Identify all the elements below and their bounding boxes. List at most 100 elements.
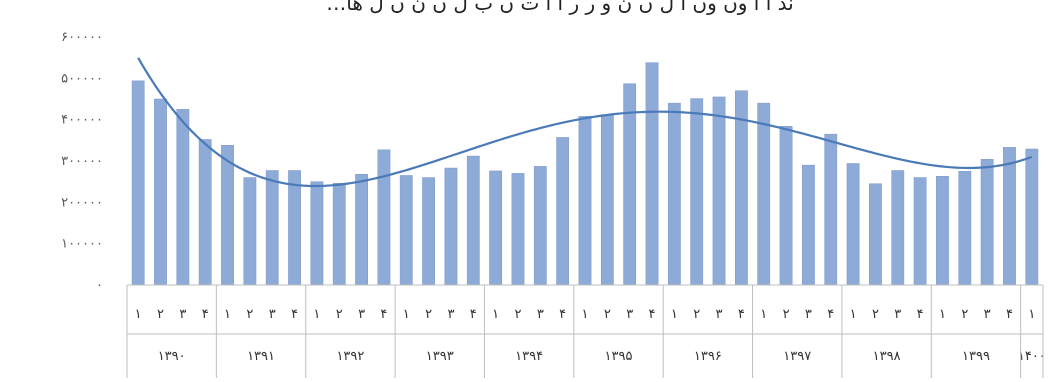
bar <box>802 164 815 286</box>
quarter-tick-label: ۴ <box>470 307 477 322</box>
quarter-tick-label: ۱ <box>313 307 320 322</box>
year-tick-label: ۱۴۰۰ <box>1018 349 1046 364</box>
quarter-tick-label: ۳ <box>269 307 276 322</box>
quarter-tick-label: ۲ <box>961 307 968 322</box>
quarter-tick-label: ۳ <box>358 307 365 322</box>
quarter-tick-label: ۳ <box>894 307 901 322</box>
chart-title: …ند ا ا وں وں ا ل ں ن و ر ر ا ا ت ں ب ل … <box>326 0 793 15</box>
quarter-tick-label: ۳ <box>626 307 633 322</box>
year-tick-label: ۱۳۹۴ <box>515 349 543 364</box>
year-tick-label: ۱۳۹۵ <box>605 349 633 364</box>
year-tick-label: ۱۳۹۶ <box>694 349 722 364</box>
quarter-tick-label: ۲ <box>693 307 700 322</box>
bar <box>578 116 592 286</box>
quarter-tick-label: ۴ <box>917 307 924 322</box>
bars <box>131 62 1039 286</box>
quarter-tick-label: ۲ <box>604 307 611 322</box>
quarter-tick-label: ۴ <box>380 307 387 322</box>
bar <box>422 177 436 286</box>
quarter-tick-label: ۱ <box>760 307 767 322</box>
quarter-tick-label: ۱ <box>850 307 857 322</box>
quarter-tick-label: ۲ <box>336 307 343 322</box>
bar <box>779 126 793 286</box>
quarter-tick-label: ۳ <box>805 307 812 322</box>
quarter-tick-label: ۳ <box>716 307 723 322</box>
quarter-tick-label: ۱ <box>135 307 142 322</box>
bar <box>310 181 324 286</box>
bar <box>466 155 480 286</box>
bar <box>980 159 994 286</box>
quarter-tick-label: ۱ <box>1028 307 1035 322</box>
quarter-tick-label: ۱ <box>492 307 499 322</box>
bar <box>1003 147 1016 286</box>
quarter-tick-label: ۲ <box>157 307 164 322</box>
quarter-tick-label: ۱ <box>582 307 589 322</box>
quarter-tick-label: ۲ <box>246 307 253 322</box>
y-tick-label: ۰ <box>96 278 103 293</box>
year-tick-label: ۱۳۹۲ <box>336 349 364 364</box>
bar <box>556 137 570 286</box>
y-tick-label: ۵۰۰۰۰۰ <box>61 71 103 86</box>
bar <box>958 171 972 286</box>
bar <box>600 114 614 286</box>
bar <box>377 149 391 286</box>
year-tick-label: ۱۳۹۳ <box>426 349 454 364</box>
quarter-tick-label: ۱ <box>671 307 678 322</box>
quarter-tick-label: ۲ <box>514 307 521 322</box>
y-axis: ۰ ۱۰۰۰۰۰ ۲۰۰۰۰۰ ۳۰۰۰۰۰ ۴۰۰۰۰۰ ۵۰۰۰۰۰ ۶۰۰۰۰۰ <box>61 30 103 293</box>
bar <box>891 170 905 286</box>
quarter-tick-label: ۲ <box>783 307 790 322</box>
bar <box>489 170 503 286</box>
bar <box>824 133 838 286</box>
bar <box>355 173 368 286</box>
quarter-tick-label: ۳ <box>537 307 544 322</box>
bar <box>176 109 190 286</box>
quarter-tick-label: ۴ <box>738 307 745 322</box>
trendline <box>137 57 1033 188</box>
bar <box>131 80 145 286</box>
quarter-tick-label: ۲ <box>872 307 879 322</box>
bar <box>288 170 301 286</box>
bar <box>757 102 771 286</box>
bar <box>869 183 882 286</box>
bar <box>690 98 704 286</box>
year-tick-label: ۱۳۹۱ <box>247 349 275 364</box>
quarter-tick-label: ۴ <box>1006 307 1013 322</box>
quarter-tick-label: ۱ <box>403 307 410 322</box>
y-tick-label: ۴۰۰۰۰۰ <box>61 113 103 128</box>
bar <box>399 175 413 286</box>
quarter-tick-label: ۴ <box>202 307 209 322</box>
bar <box>243 177 257 286</box>
bar <box>712 96 726 286</box>
bar <box>332 183 346 286</box>
bar <box>265 170 279 286</box>
bar <box>154 98 167 286</box>
quarter-tick-label: ۴ <box>827 307 834 322</box>
year-tick-label: ۱۳۹۷ <box>783 349 811 364</box>
bar <box>667 102 681 286</box>
quarter-tick-label: ۳ <box>984 307 991 322</box>
y-tick-label: ۲۰۰۰۰۰ <box>61 195 103 210</box>
quarter-tick-label: ۳ <box>179 307 186 322</box>
quarter-tick-label: ۴ <box>559 307 566 322</box>
bar <box>533 166 547 286</box>
quarter-tick-label: ۳ <box>447 307 454 322</box>
y-tick-label: ۱۰۰۰۰۰ <box>61 237 103 252</box>
bar <box>511 173 525 286</box>
quarter-tick-label: ۴ <box>649 307 656 322</box>
year-tick-label: ۱۳۹۹ <box>962 349 990 364</box>
bar <box>1025 148 1039 286</box>
bar <box>846 163 860 286</box>
y-tick-label: ۳۰۰۰۰۰ <box>61 154 103 169</box>
quarter-tick-label: ۱ <box>224 307 231 322</box>
y-tick-label: ۶۰۰۰۰۰ <box>61 30 103 45</box>
bar <box>221 145 234 286</box>
year-tick-label: ۱۳۹۸ <box>873 349 901 364</box>
bar <box>198 139 212 286</box>
bar <box>913 177 927 286</box>
quarter-tick-label: ۱ <box>939 307 946 322</box>
bar <box>936 176 949 286</box>
